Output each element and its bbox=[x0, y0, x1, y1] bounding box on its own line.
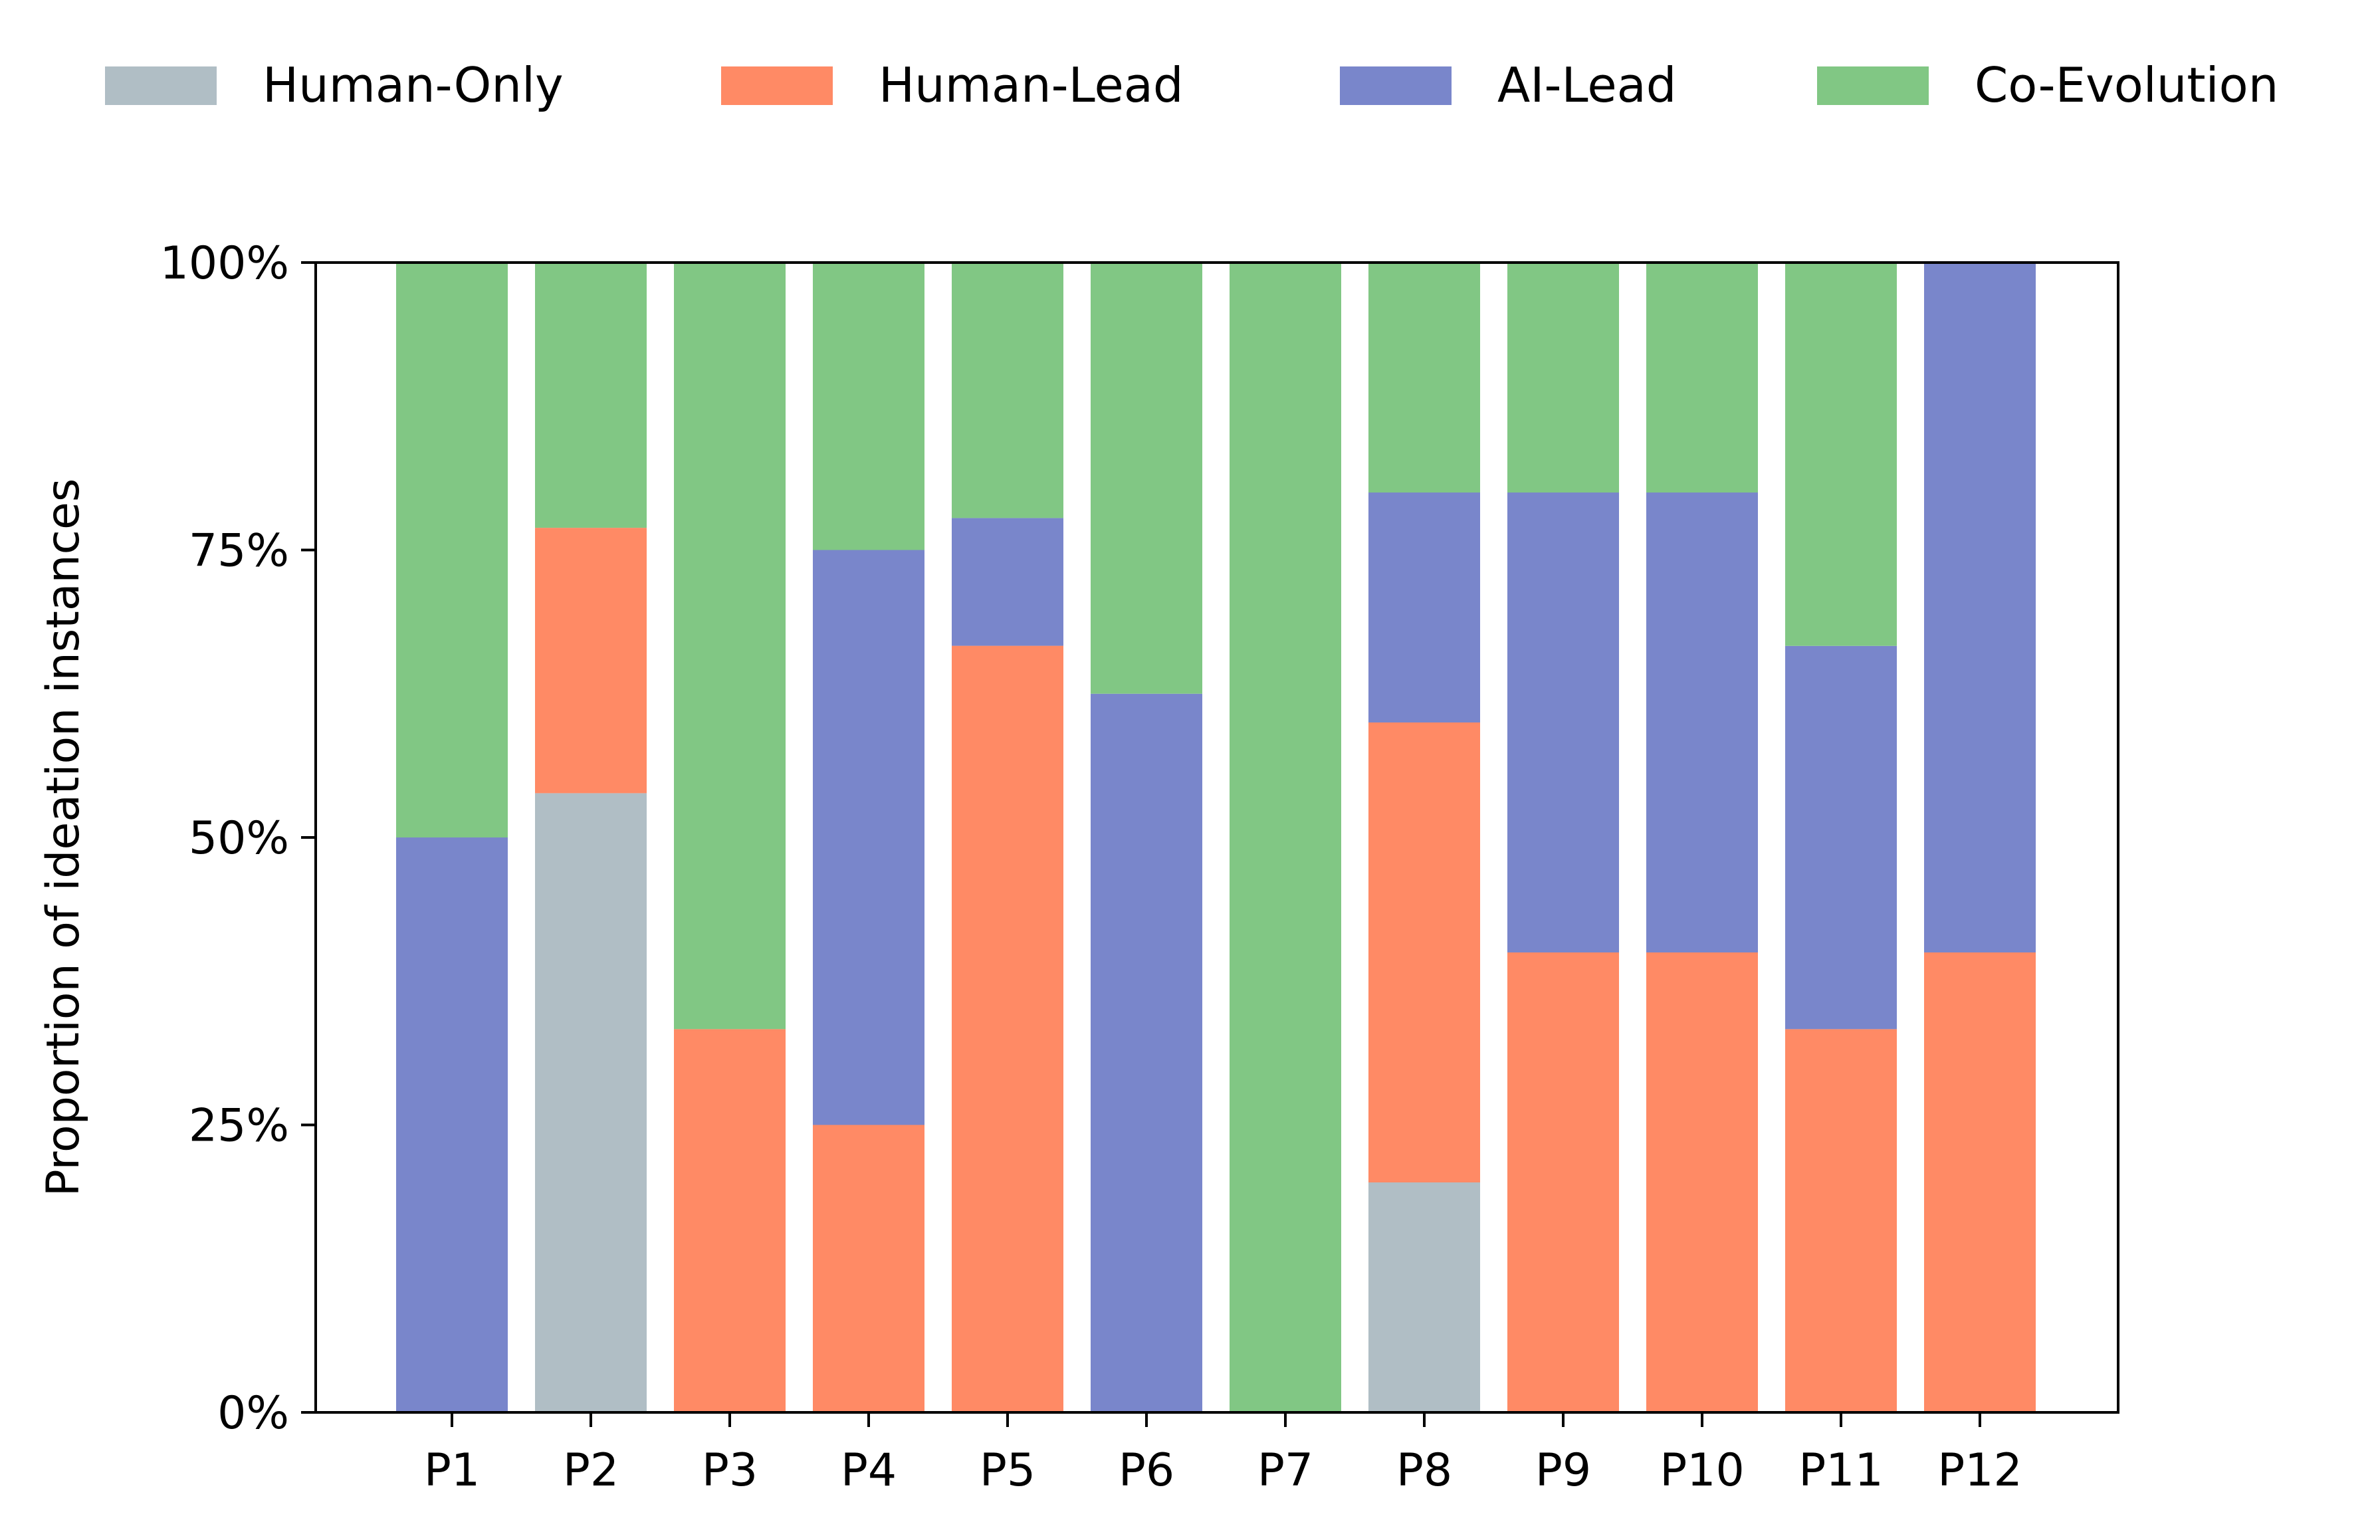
legend-swatch-human-lead bbox=[721, 66, 833, 105]
bar-p4-co-evolution bbox=[813, 263, 924, 550]
bar-p10-ai-lead bbox=[1646, 493, 1758, 952]
bar-p2-human-lead bbox=[535, 528, 647, 794]
legend-label-ai-lead: AI-Lead bbox=[1497, 57, 1676, 113]
bar-p5-ai-lead bbox=[952, 518, 1063, 646]
legend-label-human-only: Human-Only bbox=[263, 57, 564, 113]
y-tick-label: 100% bbox=[160, 237, 289, 290]
x-tick-label-p4: P4 bbox=[841, 1444, 897, 1497]
y-tick-label: 25% bbox=[189, 1100, 289, 1153]
y-tick-label: 75% bbox=[189, 525, 289, 578]
bar-group bbox=[396, 263, 2036, 1412]
bar-p8-co-evolution bbox=[1368, 263, 1480, 493]
bar-p9-human-lead bbox=[1507, 952, 1619, 1412]
x-tick-label-p12: P12 bbox=[1937, 1444, 2022, 1497]
bar-p6-co-evolution bbox=[1091, 263, 1202, 694]
legend-swatch-ai-lead bbox=[1340, 66, 1452, 105]
bar-p4-human-lead bbox=[813, 1125, 924, 1412]
y-tick-label: 0% bbox=[217, 1387, 289, 1440]
x-tick-label-p11: P11 bbox=[1798, 1444, 1884, 1497]
bar-p2-human-only bbox=[535, 793, 647, 1412]
bar-p7-co-evolution bbox=[1230, 263, 1341, 1412]
legend-label-co-evolution: Co-Evolution bbox=[1975, 57, 2278, 113]
bar-p1-co-evolution bbox=[396, 263, 508, 837]
x-tick-label-p3: P3 bbox=[702, 1444, 758, 1497]
x-tick-label-p1: P1 bbox=[424, 1444, 480, 1497]
legend-swatch-human-only bbox=[105, 66, 217, 105]
bar-p8-human-lead bbox=[1368, 722, 1480, 1182]
bar-p3-co-evolution bbox=[674, 263, 786, 1030]
bar-p1-ai-lead bbox=[396, 837, 508, 1412]
bar-p9-co-evolution bbox=[1507, 263, 1619, 493]
bar-p9-ai-lead bbox=[1507, 493, 1619, 952]
bar-p10-co-evolution bbox=[1646, 263, 1758, 493]
y-axis-ticks: 0% 25% 50% 75% 100% bbox=[160, 237, 316, 1440]
bar-p3-human-lead bbox=[674, 1029, 786, 1412]
y-axis-label: Proportion of ideation instances bbox=[37, 479, 90, 1197]
bar-p2-co-evolution bbox=[535, 263, 647, 528]
x-tick-label-p8: P8 bbox=[1396, 1444, 1452, 1497]
legend: Human-Only Human-Lead AI-Lead Co-Evolution bbox=[105, 57, 2278, 113]
bar-p11-ai-lead bbox=[1785, 645, 1897, 1030]
x-tick-label-p7: P7 bbox=[1257, 1444, 1313, 1497]
x-tick-label-p6: P6 bbox=[1119, 1444, 1174, 1497]
bar-p8-ai-lead bbox=[1368, 493, 1480, 722]
bar-p4-ai-lead bbox=[813, 550, 924, 1125]
x-tick-label-p9: P9 bbox=[1535, 1444, 1591, 1497]
bar-p11-human-lead bbox=[1785, 1029, 1897, 1412]
bar-p10-human-lead bbox=[1646, 952, 1758, 1412]
bar-p5-human-lead bbox=[952, 645, 1063, 1412]
x-axis-ticks: P1 P2 P3 P4 P5 P6 P7 P8 P9 P10 P11 P12 bbox=[424, 1412, 2022, 1497]
bar-p8-human-only bbox=[1368, 1182, 1480, 1412]
bar-p12-human-lead bbox=[1924, 952, 2036, 1412]
x-tick-label-p5: P5 bbox=[980, 1444, 1035, 1497]
bar-p12-ai-lead bbox=[1924, 263, 2036, 952]
bar-p6-ai-lead bbox=[1091, 693, 1202, 1412]
bar-p5-co-evolution bbox=[952, 263, 1063, 518]
legend-swatch-co-evolution bbox=[1817, 66, 1929, 105]
bar-p11-co-evolution bbox=[1785, 263, 1897, 646]
x-tick-label-p2: P2 bbox=[563, 1444, 619, 1497]
legend-label-human-lead: Human-Lead bbox=[879, 57, 1184, 113]
x-tick-label-p10: P10 bbox=[1660, 1444, 1745, 1497]
y-tick-label: 50% bbox=[189, 812, 289, 865]
